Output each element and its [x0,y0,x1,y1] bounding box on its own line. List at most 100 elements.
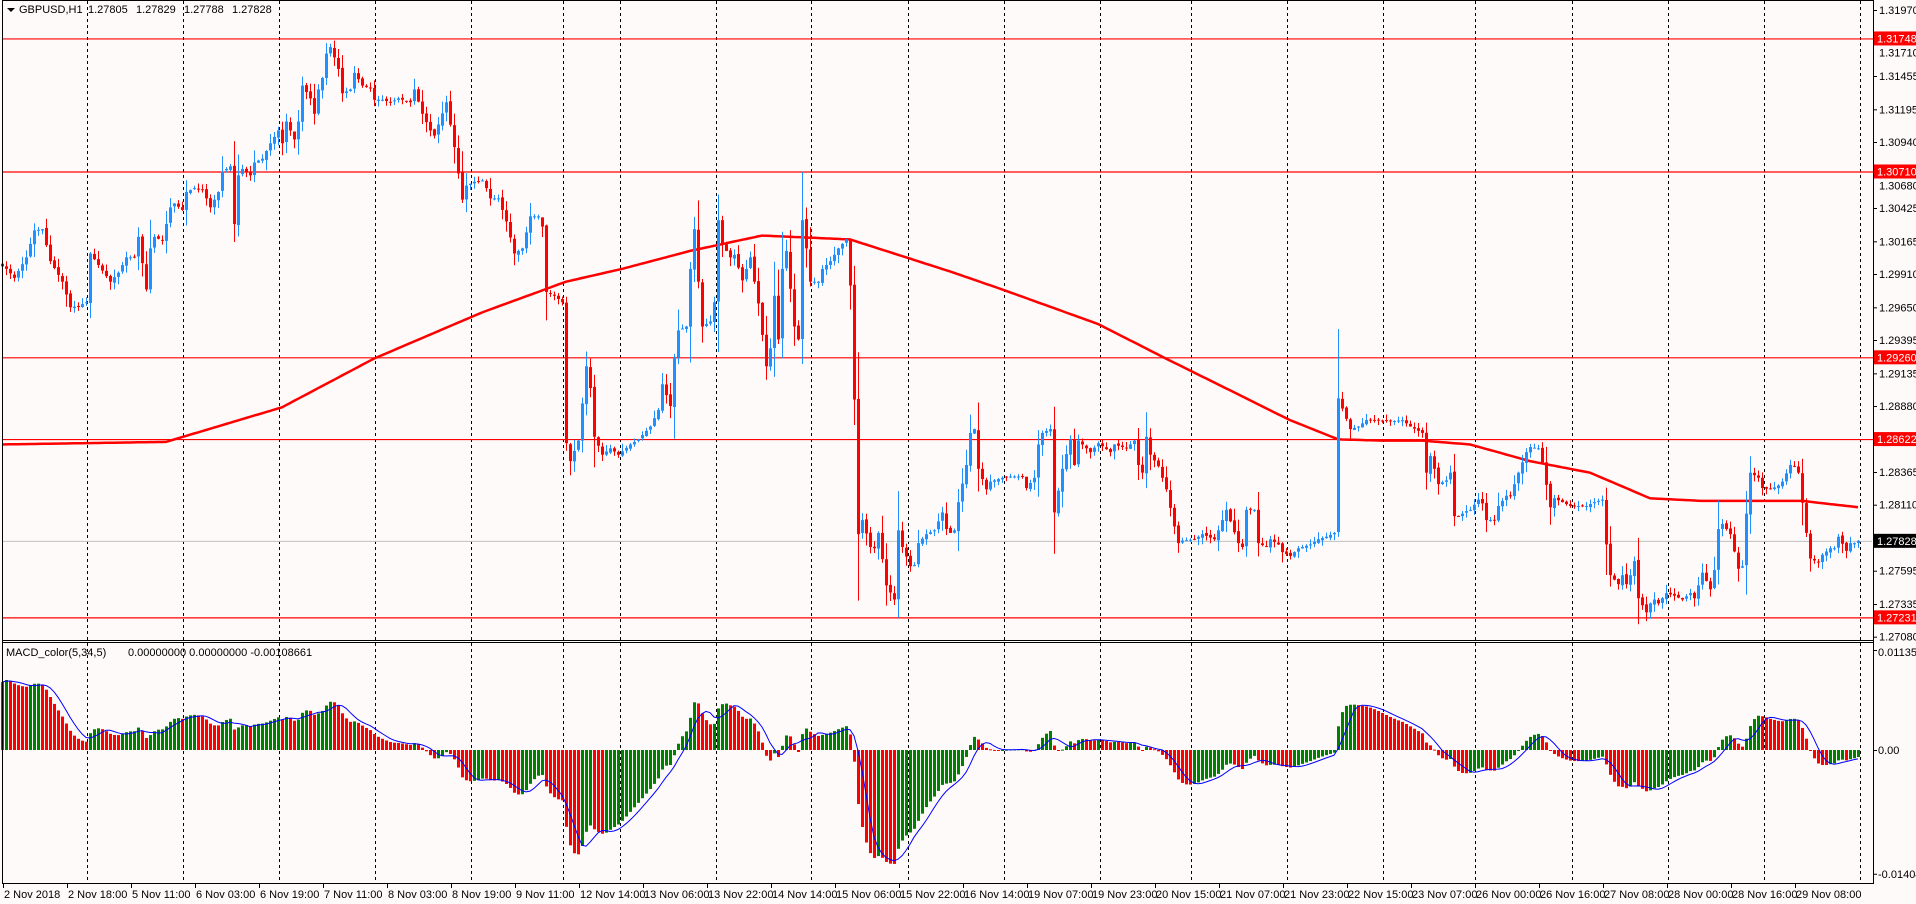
candle-body [405,100,408,102]
candle [197,183,200,193]
candle [1161,459,1164,482]
horizontal-levels[interactable] [2,38,1873,619]
macd-bar [1521,745,1524,750]
candle-body [1129,444,1132,449]
candle-body [1745,513,1748,566]
macd-bar [749,718,752,750]
price-axis[interactable]: 1.31970 1.31710 1.31455 1.31195 1.30940 1.306… [1873,5,1916,644]
macd-bar [1765,717,1768,750]
candle-body [965,464,968,485]
candle-body [1309,544,1312,546]
candle-body [21,264,24,271]
triangle-down-icon[interactable] [7,8,15,12]
macd-bar [673,750,676,756]
candle [313,83,316,125]
macd-bar [821,734,824,750]
candle-body [437,124,440,135]
candle-body [805,219,808,249]
candle [1781,478,1784,489]
macd-bar [969,745,972,750]
macd-bar [281,719,284,750]
candle-body [637,439,640,441]
candle [29,237,32,258]
time-axis-label: 15 Nov 22:00 [900,889,965,901]
macd-bar [785,735,788,750]
candle [1725,520,1728,531]
candle-body [489,188,492,199]
candle-body [605,451,608,455]
candle-body [581,403,584,441]
candle [1033,470,1036,490]
candle [5,261,8,276]
macd-bar [25,686,28,750]
candle [929,529,932,535]
candle [545,224,548,321]
macd-bar [1321,750,1324,757]
candle-body [1185,540,1188,542]
candle-body [333,48,336,58]
candle-body [1441,482,1444,484]
candle [1521,454,1524,485]
candle [625,445,628,454]
candle-body [873,546,876,549]
candle [257,159,260,163]
candle-body [1073,439,1076,465]
time-axis[interactable]: 2 Nov 2018 2 Nov 18:00 5 Nov 11:00 6 Nov 03… [3,884,1862,901]
candle-body [101,265,104,271]
candle-body [129,257,132,259]
macd-bar [1853,750,1856,759]
candle-body [677,330,680,358]
macd-bar [21,686,24,750]
candle [165,211,168,254]
level-price-tag-background [1874,31,1916,46]
candle-body [1425,432,1428,473]
candle-body [745,268,748,280]
price-axis-label: 1.28110 [1879,500,1916,512]
macd-bar [221,722,224,750]
candle [1249,507,1252,515]
macd-bar [721,704,724,750]
macd-bar [677,743,680,750]
candle-body [1361,423,1364,428]
candle-body [513,238,516,254]
candle [305,82,308,100]
macd-bar [1813,750,1816,759]
candle [993,479,996,488]
candle [181,201,184,212]
macd-bar [345,718,348,750]
candle-body [721,220,724,245]
macd-bar [481,750,484,779]
candle-body [905,547,908,557]
candle-body [1321,538,1324,541]
candle [1177,521,1180,553]
candle [393,97,396,106]
macd-axis-label: 0.011351 [1878,647,1916,659]
macd-bar [1841,750,1844,760]
candle [789,230,792,303]
candle-body [1549,483,1552,508]
time-axis-label: 19 Nov 07:00 [1028,889,1093,901]
candle [385,96,388,106]
macd-bar [1549,750,1552,751]
candle-body [9,268,12,274]
candle-body [1213,537,1216,540]
macd-bar [685,731,688,750]
candle [1525,448,1528,473]
macd-bar [741,716,744,750]
candle [33,223,36,258]
candle-body [1293,552,1296,557]
candle [1253,509,1256,513]
candle-body [69,293,72,308]
candle-body [1409,423,1412,427]
candle-body [1477,499,1480,505]
candle-body [789,251,792,289]
macd-bar [1493,750,1496,771]
candle [1389,419,1392,426]
macd-bar [757,731,760,750]
macd-bar [393,742,396,750]
candle-body [629,444,632,449]
macd-bar [1297,750,1300,766]
macd-bar [569,750,572,846]
macd-bar [1721,739,1724,750]
